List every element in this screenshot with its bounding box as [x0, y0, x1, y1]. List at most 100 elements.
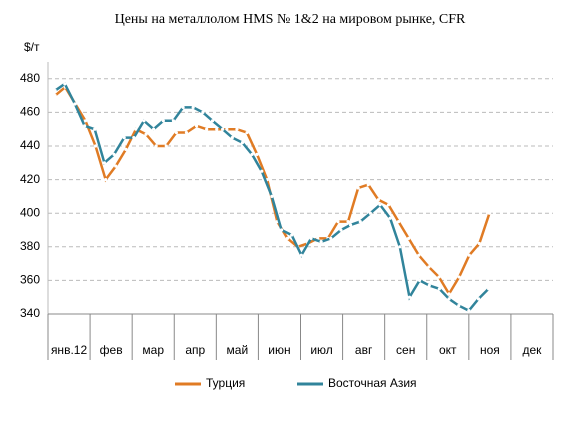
point [53, 88, 57, 93]
y-tick-label: 380 [20, 239, 40, 253]
point [124, 147, 128, 151]
x-tick-label: дек [522, 343, 542, 357]
point [83, 124, 87, 128]
chart-title: Цены на металлолом HMS № 1&2 на мировом … [115, 12, 466, 27]
point [417, 253, 421, 257]
point [191, 105, 195, 109]
point [235, 127, 239, 131]
point [154, 144, 158, 148]
point [104, 178, 108, 182]
point [376, 198, 380, 202]
point [476, 297, 481, 301]
point [329, 236, 333, 240]
point [386, 203, 391, 207]
x-tick-label: мар [142, 343, 164, 357]
point [336, 220, 340, 224]
point [407, 236, 411, 240]
point [142, 119, 146, 123]
point [63, 82, 67, 86]
y-tick-label: 400 [20, 205, 40, 219]
point [447, 292, 451, 296]
x-tick-label: авг [355, 343, 373, 357]
point [467, 253, 471, 257]
point [339, 228, 343, 232]
point [309, 236, 313, 240]
point [427, 265, 431, 269]
point [467, 309, 471, 313]
x-tick-label: май [227, 343, 249, 357]
point [250, 152, 254, 156]
point [368, 211, 372, 215]
y-tick-label: 480 [20, 71, 40, 85]
point [457, 304, 461, 308]
point [290, 233, 294, 237]
point [356, 186, 360, 190]
legend-label: Восточная Азия [328, 376, 417, 390]
point [210, 119, 215, 123]
x-tick-label: янв.12 [51, 343, 88, 357]
point [201, 110, 205, 114]
point [73, 102, 77, 106]
point [417, 278, 422, 282]
y-tick-label: 440 [20, 138, 40, 152]
point [398, 245, 402, 249]
point [378, 203, 382, 207]
point [270, 194, 274, 198]
point [225, 127, 229, 131]
y-tick-label: 420 [20, 172, 40, 186]
point [205, 127, 209, 131]
point [152, 127, 156, 131]
point [260, 169, 264, 173]
x-tick-label: апр [185, 343, 205, 357]
point [487, 211, 492, 215]
point [319, 240, 323, 244]
point [171, 119, 176, 123]
point [93, 127, 97, 131]
point [122, 136, 126, 140]
point [132, 136, 136, 140]
point [396, 220, 401, 224]
point [221, 127, 225, 131]
y-axis-label: $/т [24, 40, 40, 54]
point [114, 164, 118, 168]
point [174, 130, 178, 135]
point [437, 275, 441, 279]
y-tick-label: 460 [20, 105, 40, 119]
point [181, 105, 185, 109]
point [134, 127, 138, 131]
y-tick-label: 340 [20, 306, 40, 320]
point [358, 220, 362, 224]
point [184, 130, 189, 135]
point [477, 241, 481, 246]
point [407, 295, 412, 299]
point [164, 144, 168, 148]
point [215, 127, 219, 131]
x-tick-label: окт [439, 343, 457, 357]
point [230, 136, 234, 140]
point [102, 161, 106, 165]
point [255, 152, 259, 156]
point [299, 253, 303, 257]
point [388, 216, 392, 220]
point [279, 228, 284, 232]
point [285, 236, 290, 240]
point [346, 220, 350, 224]
point [53, 94, 57, 98]
x-tick-label: ноя [480, 343, 500, 357]
point [457, 275, 461, 279]
y-tick-label: 360 [20, 273, 40, 287]
x-tick-label: июн [268, 343, 290, 357]
legend-label: Турция [206, 376, 245, 390]
point [427, 283, 431, 288]
point [161, 119, 165, 123]
point [366, 183, 370, 187]
point [245, 130, 249, 135]
point [83, 119, 88, 123]
point [437, 287, 441, 291]
x-tick-label: июл [310, 343, 332, 357]
point [144, 132, 148, 136]
point [487, 287, 491, 291]
x-tick-label: фев [100, 343, 123, 357]
point [112, 152, 116, 156]
series-line [54, 85, 491, 297]
